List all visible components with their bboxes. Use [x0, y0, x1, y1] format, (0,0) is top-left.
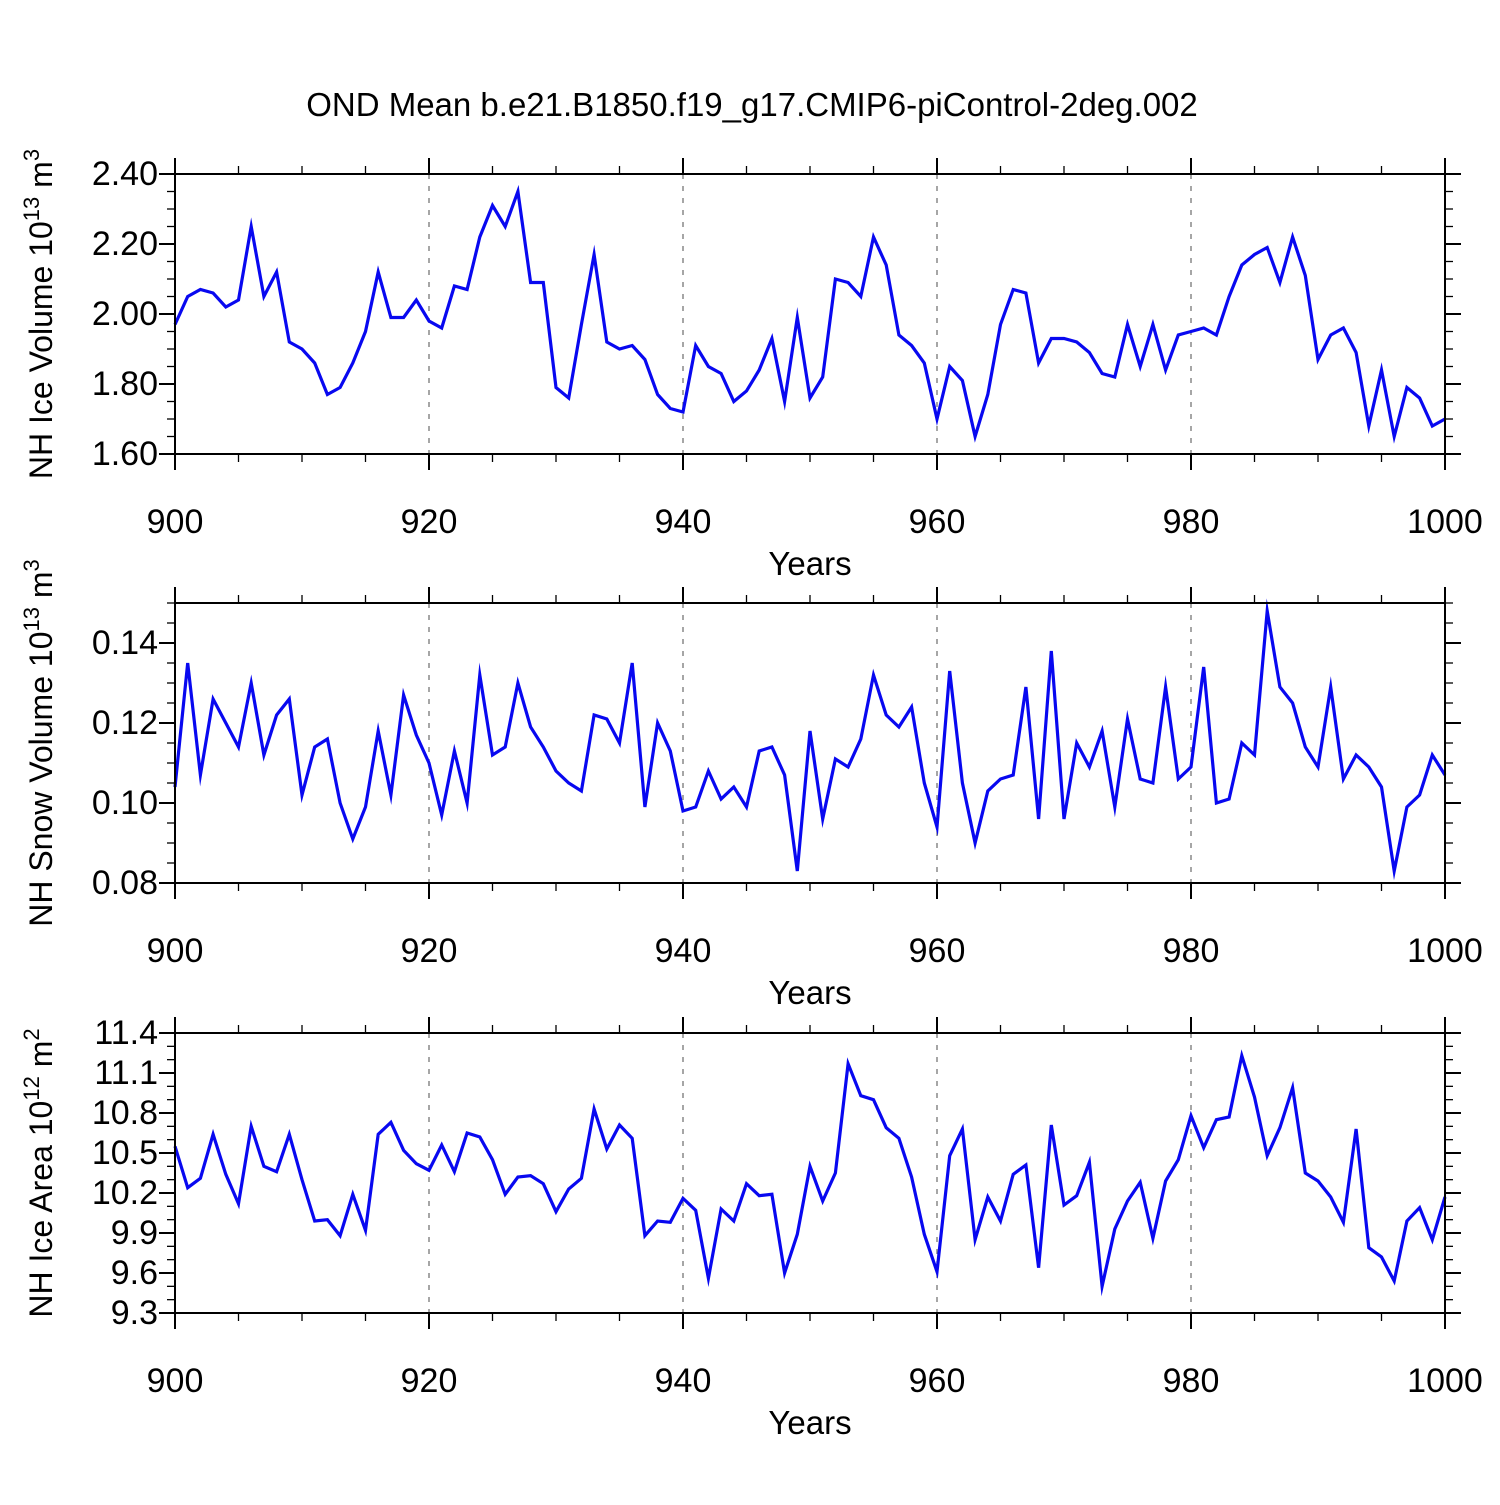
- panels-group: 900 920 940 960 980 1000 Years 1.60 1.80 2.00 2.20…: [19, 149, 1483, 1441]
- y-tick-label: 2.00: [92, 295, 158, 333]
- y-tick-label: 2.20: [92, 225, 158, 263]
- x-tick-label: 1000: [1407, 1362, 1483, 1400]
- x-tick-label: 940: [655, 932, 712, 970]
- x-tick-label: 980: [1163, 932, 1220, 970]
- x-axis-label: Years: [768, 1404, 851, 1441]
- x-axis-label: Years: [768, 545, 851, 582]
- y-tick-label: 9.3: [111, 1294, 158, 1332]
- y-axis-label-nh-ice-volume: NH Ice Volume 1013 m3: [19, 149, 59, 479]
- y-tick-label: 0.10: [92, 784, 158, 822]
- y-tick-label: 0.08: [92, 864, 158, 902]
- x-tick-label: 900: [147, 503, 204, 541]
- y-tick-label: 1.80: [92, 365, 158, 403]
- x-tick-label: 1000: [1407, 932, 1483, 970]
- y-tick-label: 1.60: [92, 435, 158, 473]
- y-tick-label: 11.4: [94, 1014, 158, 1052]
- chart-title: OND Mean b.e21.B1850.f19_g17.CMIP6-piCon…: [306, 86, 1198, 123]
- x-tick-label: 920: [401, 932, 458, 970]
- y-axis-label-nh-ice-area: NH Ice Area 1012 m2: [19, 1028, 59, 1317]
- panel-nh-ice-area: 900 920 940 960 980 1000Years9.39.69.910.210.…: [19, 1014, 1483, 1441]
- x-tick-label: 1000: [1407, 503, 1483, 541]
- series-line-nh-ice-volume: [173, 184, 1446, 444]
- y-tick-label: 10.2: [92, 1174, 158, 1212]
- x-tick-label: 940: [655, 503, 712, 541]
- x-tick-label: 980: [1163, 503, 1220, 541]
- panel-nh-snow-volume: 900 920 940 960 980 1000 Years 0.08 0.10 0.12 0.14…: [19, 559, 1483, 1011]
- x-tick-label: 960: [909, 932, 966, 970]
- x-tick-label: 920: [401, 503, 458, 541]
- x-tick-label: 900: [147, 1362, 204, 1400]
- y-tick-label: 0.14: [92, 624, 158, 662]
- y-tick-label: 11.1: [94, 1054, 158, 1092]
- y-tick-label: 9.6: [111, 1254, 158, 1292]
- y-tick-label: 10.8: [92, 1094, 158, 1132]
- series-line-nh-ice-area: [173, 1049, 1447, 1297]
- x-tick-label: 940: [655, 1362, 712, 1400]
- x-tick-label: 900: [147, 932, 204, 970]
- y-axis-label-nh-snow-volume: NH Snow Volume 1013 m3: [19, 559, 59, 927]
- y-tick-label: 10.5: [92, 1134, 158, 1172]
- plot-border-nh-ice-volume: [174, 173, 1446, 455]
- panel-nh-ice-volume: 900 920 940 960 980 1000 Years 1.60 1.80 2.00 2.20…: [19, 149, 1483, 582]
- y-tick-label: 0.12: [92, 704, 158, 742]
- x-tick-label: 960: [909, 1362, 966, 1400]
- y-tick-label: 9.9: [111, 1214, 158, 1252]
- y-tick-label: 2.40: [92, 155, 158, 193]
- x-axis-label: Years: [768, 974, 851, 1011]
- series-line-nh-snow-volume: [173, 598, 1447, 881]
- x-tick-label: 960: [909, 503, 966, 541]
- x-tick-label: 980: [1163, 1362, 1220, 1400]
- x-tick-label: 920: [401, 1362, 458, 1400]
